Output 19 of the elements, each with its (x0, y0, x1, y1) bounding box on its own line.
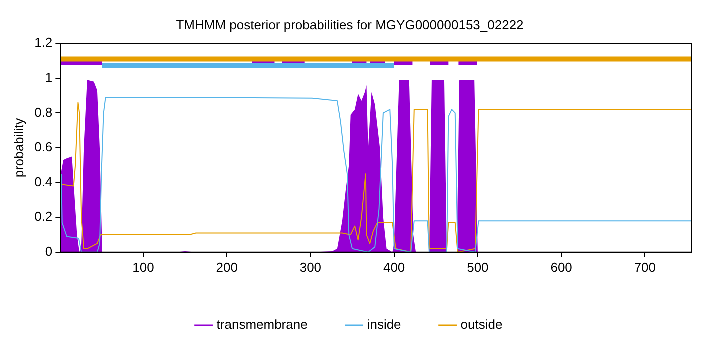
y-tick-label: 1 (45, 70, 53, 85)
y-tick-label: 0.2 (34, 209, 53, 224)
y-tick-label: 0.6 (34, 140, 53, 155)
y-axis-title: probability (11, 118, 26, 178)
y-tick-label: 0.4 (34, 174, 53, 190)
x-tick-label: 400 (383, 260, 406, 275)
chart-title: TMHMM posterior probabilities for MGYG000000153_02222 (176, 17, 524, 32)
x-tick-label: 600 (550, 260, 572, 275)
x-tick-label: 500 (467, 260, 489, 275)
y-tick-label: 1.2 (34, 35, 53, 50)
legend-label: transmembrane (216, 317, 308, 332)
legend-label: outside (460, 317, 503, 332)
x-tick-label: 700 (634, 260, 656, 275)
y-tick-label: 0 (45, 244, 53, 259)
legend-label: inside (367, 317, 402, 332)
x-tick-label: 200 (216, 260, 238, 275)
x-tick-label: 100 (132, 260, 154, 275)
x-tick-label: 300 (300, 260, 322, 275)
y-tick-label: 0.8 (34, 104, 53, 120)
